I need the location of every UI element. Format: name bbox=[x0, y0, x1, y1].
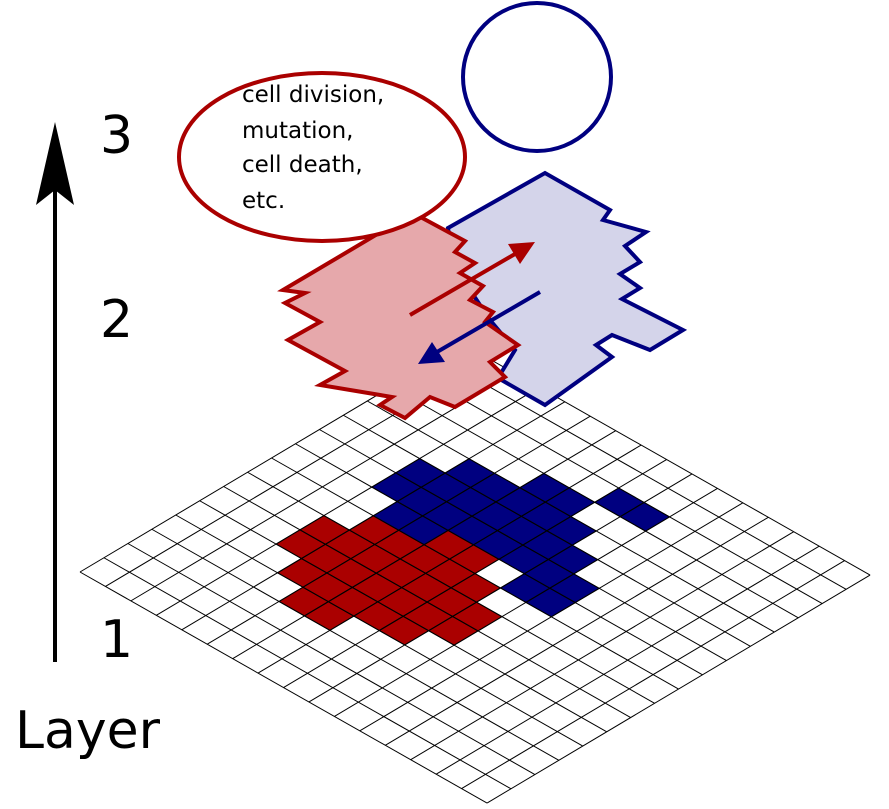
layer-title: Layer bbox=[15, 701, 161, 761]
annotation-line: cell death, bbox=[242, 152, 363, 178]
annotation-line: etc. bbox=[242, 188, 285, 214]
layer-label: 3 bbox=[100, 106, 133, 166]
grid bbox=[80, 344, 870, 803]
layer-label: 1 bbox=[100, 610, 133, 670]
annotation-line: mutation, bbox=[242, 118, 353, 144]
grid-line bbox=[436, 546, 819, 774]
annotation-line: cell division, bbox=[242, 82, 384, 108]
layer-label: 2 bbox=[100, 290, 133, 350]
diagram: cell division, mutation, cell death, etc… bbox=[0, 0, 889, 809]
cell-circle bbox=[463, 3, 611, 151]
